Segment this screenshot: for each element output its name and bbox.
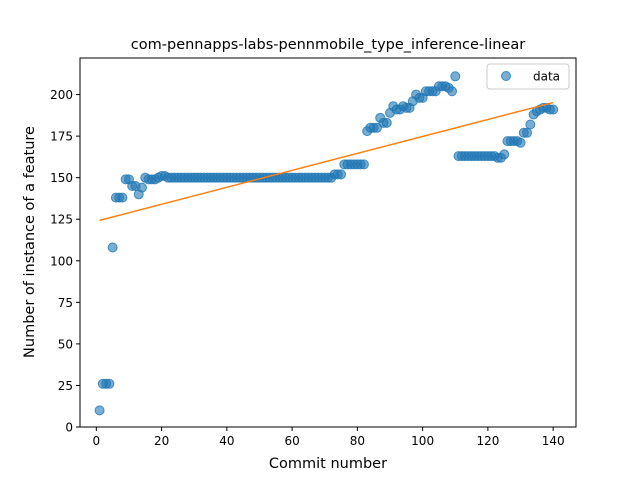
data-point [381, 117, 392, 128]
data-point [94, 405, 105, 416]
legend-box [486, 63, 570, 90]
plot-content [94, 71, 559, 416]
axes-frame [79, 57, 577, 428]
x-tick-label: 20 [154, 434, 169, 448]
y-axis-label: Number of instance of a feature [22, 126, 38, 358]
data-point [107, 242, 118, 253]
legend-marker-data [501, 71, 511, 81]
fit-line [99, 101, 554, 222]
data-point [104, 378, 115, 389]
data-point [336, 169, 347, 180]
y-tick-label: 100 [50, 254, 73, 268]
y-tick-label: 75 [58, 296, 73, 310]
data-point [450, 71, 461, 82]
x-axis-label: Commit number [269, 456, 387, 472]
chart-title: com-pennapps-labs-pennmobile_type_infere… [131, 37, 525, 53]
data-point [117, 192, 128, 203]
x-tick-label: 80 [350, 434, 365, 448]
x-tick-label: 100 [411, 434, 434, 448]
y-tick-label: 150 [50, 171, 73, 185]
x-tick-label: 120 [476, 434, 499, 448]
data-point [522, 127, 533, 138]
data-point [137, 182, 147, 193]
x-tick-label: 0 [92, 434, 100, 448]
data-point [371, 122, 382, 133]
y-tick-label: 50 [58, 337, 73, 351]
data-point [548, 104, 559, 115]
x-tick-label: 140 [542, 434, 565, 448]
x-axis-ticks: 0 20 40 60 80 100 120 140 [92, 427, 565, 448]
y-axis-ticks: 0 25 50 75 100 125 150 175 200 [50, 88, 80, 435]
y-tick-label: 0 [65, 421, 73, 435]
x-tick-label: 40 [219, 434, 234, 448]
data-point [447, 86, 457, 97]
x-tick-label: 60 [284, 434, 299, 448]
data-point [515, 137, 526, 148]
legend-label-data: data [533, 70, 560, 84]
data-point [358, 159, 369, 170]
y-tick-label: 175 [50, 130, 73, 144]
data-point [525, 119, 536, 130]
legend: data [486, 63, 570, 90]
data-point [499, 149, 510, 160]
y-tick-label: 25 [58, 379, 73, 393]
y-tick-label: 200 [50, 88, 73, 102]
y-tick-label: 125 [50, 213, 73, 227]
